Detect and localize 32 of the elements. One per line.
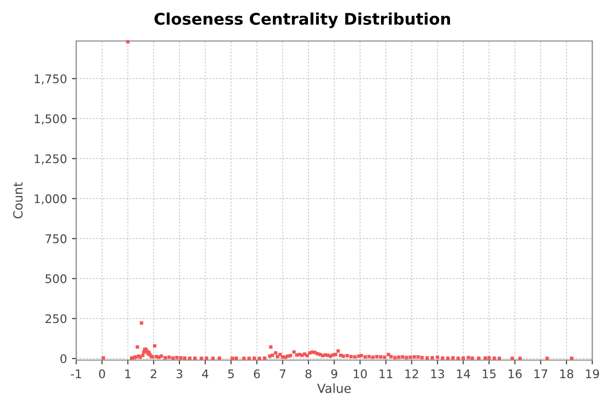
y-tick-label: 1,000 bbox=[34, 194, 66, 204]
x-tick-label: 13 bbox=[431, 369, 444, 378]
x-tick-label: 1 bbox=[125, 370, 130, 378]
y-tick-label: 1,750 bbox=[34, 74, 66, 84]
x-tick-label: 18 bbox=[560, 369, 574, 378]
x-tick-label: 4 bbox=[202, 370, 208, 378]
x-tick-label: 3 bbox=[176, 369, 182, 378]
x-tick-label: 0 bbox=[99, 369, 106, 378]
x-axis-title: Value bbox=[317, 383, 351, 394]
x-tick-label: 15 bbox=[482, 370, 496, 378]
x-tick-label: 14 bbox=[457, 370, 470, 378]
x-tick-label: -1 bbox=[70, 370, 82, 378]
y-tick-label: 1,500 bbox=[34, 114, 66, 124]
x-tick-label: 7 bbox=[280, 370, 286, 378]
y-axis-title: Count bbox=[13, 182, 23, 218]
x-tick-label: 9 bbox=[331, 369, 338, 378]
x-tick-label: 16 bbox=[508, 369, 522, 378]
y-tick-label: 0 bbox=[60, 354, 66, 364]
x-tick-label: 2 bbox=[150, 369, 156, 378]
x-tick-label: 12 bbox=[405, 369, 418, 378]
y-tick-label: 1,250 bbox=[34, 154, 66, 164]
y-tick-label: 250 bbox=[46, 314, 66, 324]
y-tick-label: 750 bbox=[46, 234, 66, 244]
x-tick-label: 5 bbox=[228, 370, 234, 378]
x-tick-label: 19 bbox=[586, 369, 599, 378]
x-tick-label: 17 bbox=[534, 370, 548, 378]
x-tick-label: 8 bbox=[306, 369, 312, 378]
x-tick-label: 6 bbox=[254, 369, 260, 378]
x-tick-label: 11 bbox=[380, 370, 392, 378]
y-tick-label: 500 bbox=[46, 274, 66, 284]
chart-title: Closeness Centrality Distribution bbox=[154, 12, 450, 28]
x-tick-label: 10 bbox=[354, 369, 367, 378]
